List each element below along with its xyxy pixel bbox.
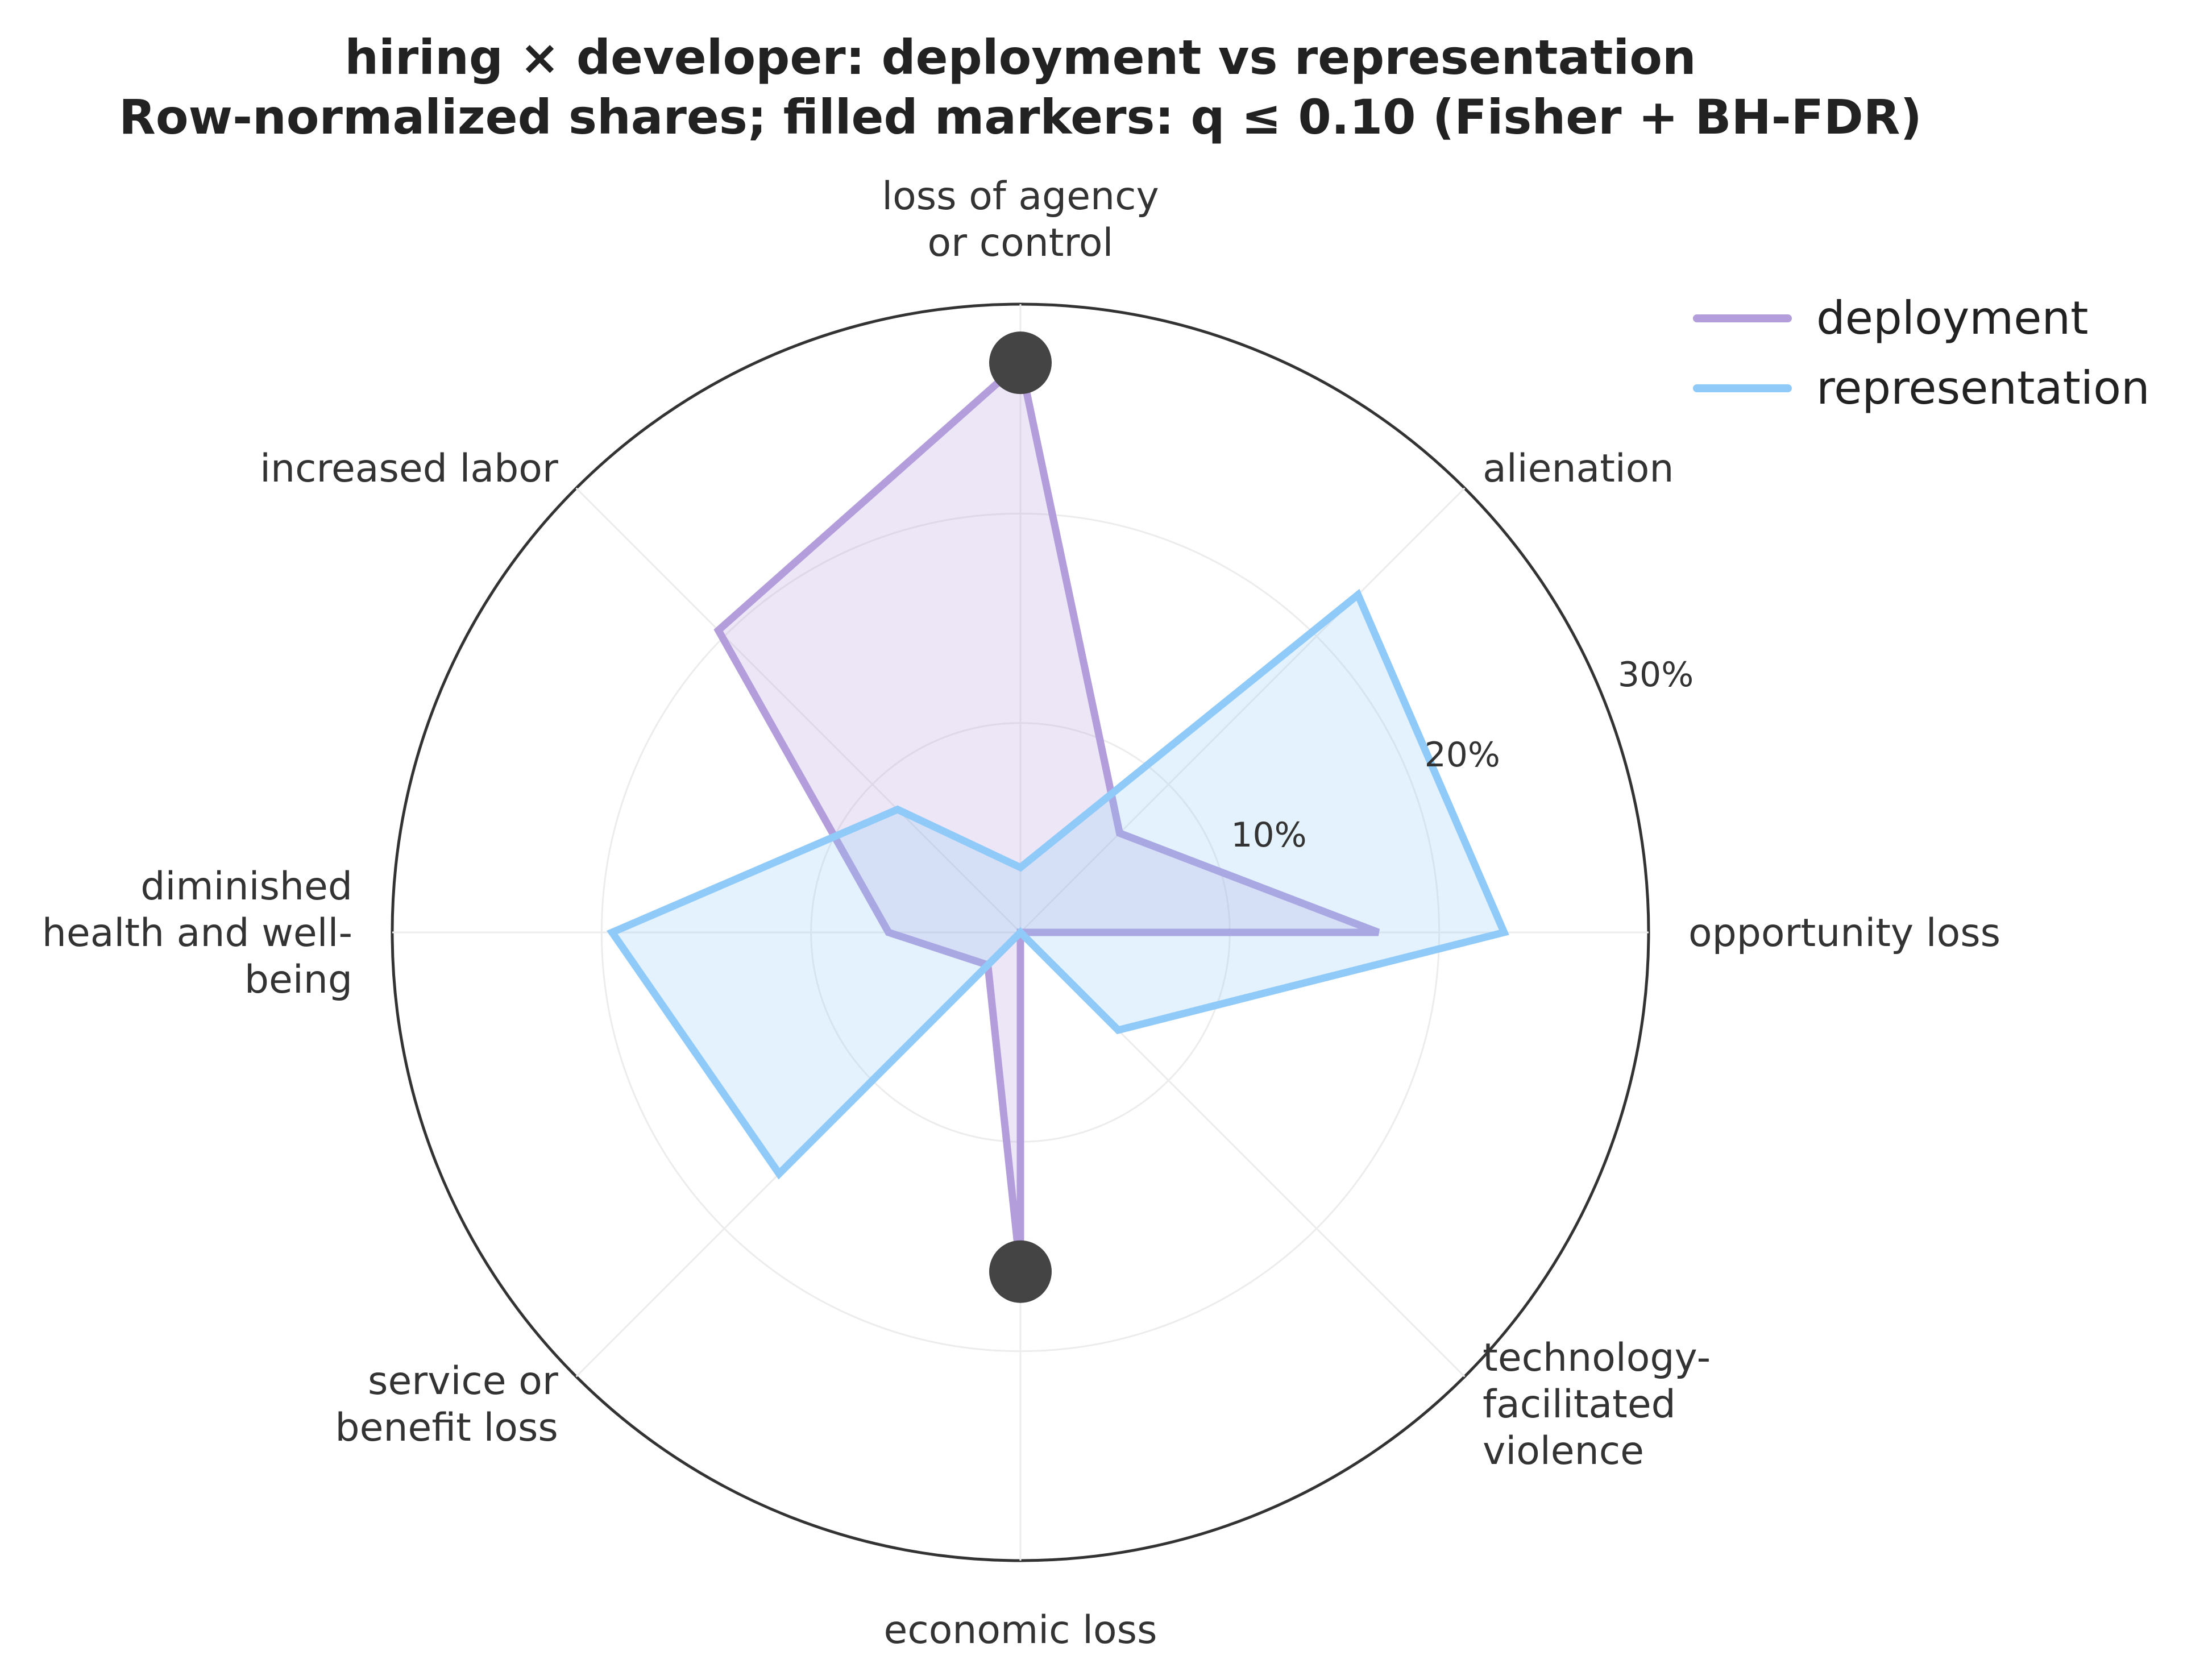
legend-label-deployment: deployment: [1816, 292, 2089, 345]
axis-label-increased-labor: increased labor: [260, 446, 558, 491]
axis-label-line: facilitated: [1483, 1382, 1676, 1427]
axis-label-line: alienation: [1483, 446, 1674, 491]
series-fill-deployment: [718, 363, 1379, 1272]
axis-label-line: benefit loss: [335, 1405, 558, 1450]
axis-label-line: opportunity loss: [1688, 911, 2000, 956]
marker-layer: [989, 331, 1052, 1303]
axis-label-loss-of-agency-or-control: loss of agency or control: [882, 174, 1159, 266]
spoke-alienation: [1019, 487, 1466, 934]
axis-label-line: being: [244, 957, 352, 1002]
series-layer: [606, 355, 1509, 1272]
radial-tick-label: 20%: [1425, 735, 1500, 775]
axis-label-line: or control: [928, 221, 1114, 266]
axis-label-line: diminished: [140, 864, 352, 909]
axis-label-service-or-benefit-loss: service or benefit loss: [335, 1359, 558, 1450]
axis-label-line: violence: [1483, 1429, 1644, 1474]
radial-tick-label: 30%: [1618, 655, 1694, 695]
axis-label-technology-facilitated-violence: technology-facilitated violence: [1483, 1335, 1711, 1474]
significant-marker-deployment-loss-of-agency-or-control: [989, 331, 1052, 395]
significant-marker-deployment-economic-loss: [989, 1240, 1052, 1303]
axis-label-diminished-health-and-well-being: diminished health and well-being: [42, 864, 352, 1002]
series-fill-representation: [612, 595, 1504, 1174]
chart-subtitle: Row-normalized shares; filled markers: q…: [119, 89, 1922, 145]
series-line-deployment: [713, 355, 1380, 1272]
axis-label-line: economic loss: [883, 1608, 1157, 1653]
series-line-representation: [606, 588, 1509, 1180]
axis-label-opportunity-loss: opportunity loss: [1688, 911, 2000, 956]
spoke-increased-labor: [575, 487, 1022, 934]
legend: deployment representation: [1693, 292, 2150, 414]
axis-label-layer: opportunity loss alienation loss of agency…: [42, 174, 2000, 1653]
radial-tick-layer: 10% 20% 30%: [1231, 655, 1694, 855]
chart-title: hiring × developer: deployment vs repres…: [344, 30, 1696, 85]
axis-label-alienation: alienation: [1483, 446, 1674, 491]
axis-label-line: loss of agency: [882, 174, 1159, 219]
radial-tick-label: 10%: [1231, 815, 1306, 855]
axis-label-line: increased labor: [260, 446, 558, 491]
axis-label-line: health and well-: [42, 911, 352, 956]
axis-label-line: service or: [368, 1359, 558, 1404]
axis-label-economic-loss: economic loss: [883, 1608, 1157, 1653]
axis-label-line: technology-: [1483, 1335, 1711, 1380]
legend-label-representation: representation: [1816, 362, 2150, 414]
